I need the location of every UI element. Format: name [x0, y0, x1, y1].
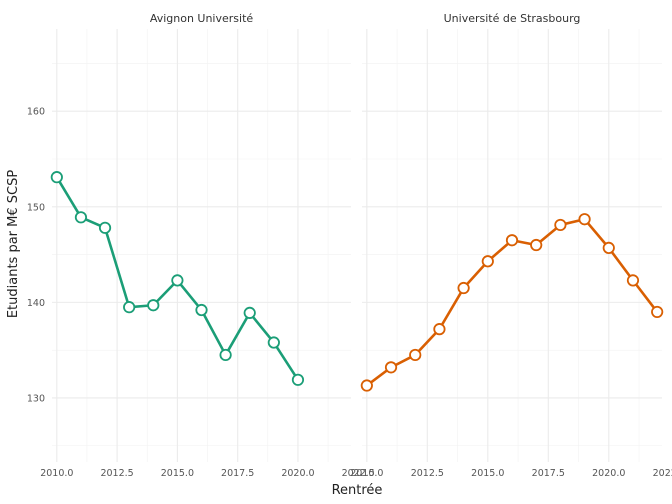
- panels-layer: Avignon Université Université de Strasbou…: [50, 12, 664, 462]
- y-tick-label: 150: [27, 202, 45, 213]
- y-tick-label: 130: [27, 393, 45, 404]
- data-point: [481, 255, 494, 268]
- x-tick-label: 2015.0: [471, 468, 504, 479]
- x-tick-label: 2020.0: [592, 468, 625, 479]
- x-tick-label: 2015.0: [161, 468, 194, 479]
- data-point: [433, 323, 446, 336]
- x-tick-labels: 2010.0 2012.5 2015.0 2017.5 2020.0 2022.52010…: [40, 468, 672, 479]
- data-point: [219, 348, 232, 362]
- data-point: [626, 274, 640, 287]
- data-point: [554, 218, 567, 232]
- data-point: [651, 305, 664, 319]
- panel-grid: [52, 29, 351, 462]
- data-point: [267, 336, 280, 349]
- data-point: [457, 281, 470, 295]
- data-point: [123, 301, 136, 314]
- x-tick-label: 2017.5: [221, 468, 254, 479]
- data-point: [243, 306, 256, 319]
- x-tick-label: 2012.5: [100, 468, 133, 479]
- data-point: [195, 303, 208, 317]
- y-tick-label: 140: [27, 298, 45, 309]
- x-tick-label: 2012.5: [411, 468, 444, 479]
- panel-grid: [362, 29, 662, 462]
- y-axis-title: Etudiants par M€ SCSP: [6, 170, 21, 319]
- data-point: [74, 211, 88, 224]
- panel-strip-label: Université de Strasbourg: [444, 12, 581, 25]
- y-tick-labels: 130 140 150 160: [27, 107, 45, 405]
- x-tick-label: 2022.5: [342, 468, 375, 479]
- data-point: [409, 348, 422, 362]
- x-tick-label: 2020.0: [281, 468, 314, 479]
- x-tick-label: 2010.0: [350, 468, 383, 479]
- y-tick-label: 160: [27, 107, 45, 118]
- x-axis-title: Rentrée: [332, 483, 383, 498]
- panel-1: Avignon Université: [50, 12, 351, 462]
- panel-strip-label: Avignon Université: [150, 12, 254, 25]
- x-tick-label: 2017.5: [532, 468, 565, 479]
- data-point: [530, 238, 543, 252]
- data-point: [291, 373, 305, 386]
- panel-2: Université de Strasbourg: [360, 12, 664, 462]
- data-point: [171, 274, 184, 287]
- data-point: [602, 241, 615, 254]
- x-tick-label: 2022.5: [653, 468, 672, 479]
- data-point: [505, 234, 519, 247]
- data-point: [147, 299, 160, 312]
- data-point: [384, 361, 398, 374]
- data-point: [50, 171, 63, 184]
- x-tick-label: 2010.0: [40, 468, 73, 479]
- data-point: [360, 379, 373, 392]
- data-point: [98, 221, 112, 234]
- data-point: [578, 213, 591, 226]
